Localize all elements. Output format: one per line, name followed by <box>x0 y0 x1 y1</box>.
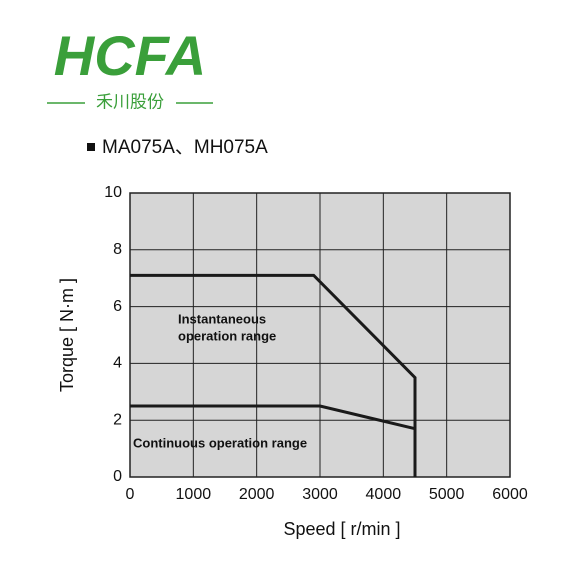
y-tick-label: 4 <box>113 355 122 372</box>
torque-curve <box>130 404 416 431</box>
x-tick-label: 3000 <box>302 486 338 503</box>
x-tick-label: 6000 <box>492 486 528 503</box>
logo-name: HCFA <box>54 24 206 87</box>
plot-frame <box>129 192 511 478</box>
chart-title: MA075A、MH075A <box>102 137 268 158</box>
x-tick-label: 5000 <box>429 486 465 503</box>
y-tick-label: 0 <box>113 468 122 485</box>
y-axis-label: Torque [ N·m ] <box>57 278 77 392</box>
x-axis-label: Speed [ r/min ] <box>283 519 400 539</box>
x-tick-label: 2000 <box>239 486 275 503</box>
y-tick-label: 2 <box>113 411 122 428</box>
x-tick-label: 4000 <box>366 486 402 503</box>
annotation: Continuous operation range <box>133 435 307 450</box>
x-tick-label: 1000 <box>176 486 212 503</box>
y-tick-label: 6 <box>113 298 122 315</box>
x-tick-label: 0 <box>126 486 135 503</box>
annotation: Instantaneous <box>178 311 266 326</box>
title-bullet <box>87 143 95 151</box>
y-tick-label: 8 <box>113 241 122 258</box>
y-tick-label: 10 <box>104 184 122 201</box>
logo-tagline: 禾川股份 <box>96 92 164 111</box>
annotation: operation range <box>178 328 276 343</box>
